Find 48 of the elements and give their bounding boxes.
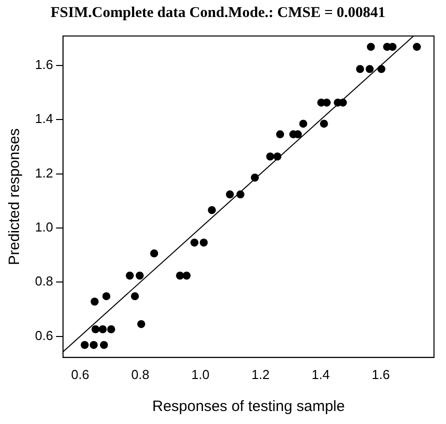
point [366,42,375,51]
x-axis-title: Responses of testing sample [152,398,345,416]
point [236,190,244,198]
x-tick-label: 0.6 [71,366,90,382]
point [322,98,331,107]
point [137,320,146,328]
point [377,65,386,74]
point [273,152,282,160]
point [98,325,107,334]
point [92,325,100,334]
x-tick-label: 1.2 [252,366,270,382]
y-tick-label: 0.8 [34,274,54,289]
x-tick-label: 1.0 [191,366,210,382]
y-tick-label: 1.0 [34,220,54,235]
point [356,65,364,74]
point [226,190,234,198]
point [250,174,259,182]
y-axis-title: Predicted responses [6,128,24,266]
point [90,340,98,349]
x-tick-label: 0.8 [131,366,150,382]
point [190,238,198,247]
y-tick-label: 0.6 [34,328,54,343]
y-tick-label: 1.4 [34,111,54,126]
point [150,249,158,258]
point [412,42,421,51]
point [126,272,134,280]
point [366,65,374,74]
point [182,272,191,280]
point [299,120,308,128]
point [100,340,108,349]
point [136,272,144,280]
point [208,206,216,214]
point [320,120,328,128]
point [102,292,110,300]
chart-title: FSIM.Complete data Cond.Mode.: CMSE = 0.00841 [50,4,386,21]
point [200,238,208,247]
point [388,42,397,51]
y-tick-label: 1.6 [34,57,54,72]
point [276,130,284,138]
x-tick-label: 1.4 [312,366,330,382]
point [107,325,116,334]
point [130,292,139,300]
y-tick-label: 1.2 [34,165,54,180]
point [176,272,184,280]
point [266,152,274,160]
point [90,298,99,306]
point [80,340,89,349]
x-tick-label: 1.6 [372,366,390,382]
